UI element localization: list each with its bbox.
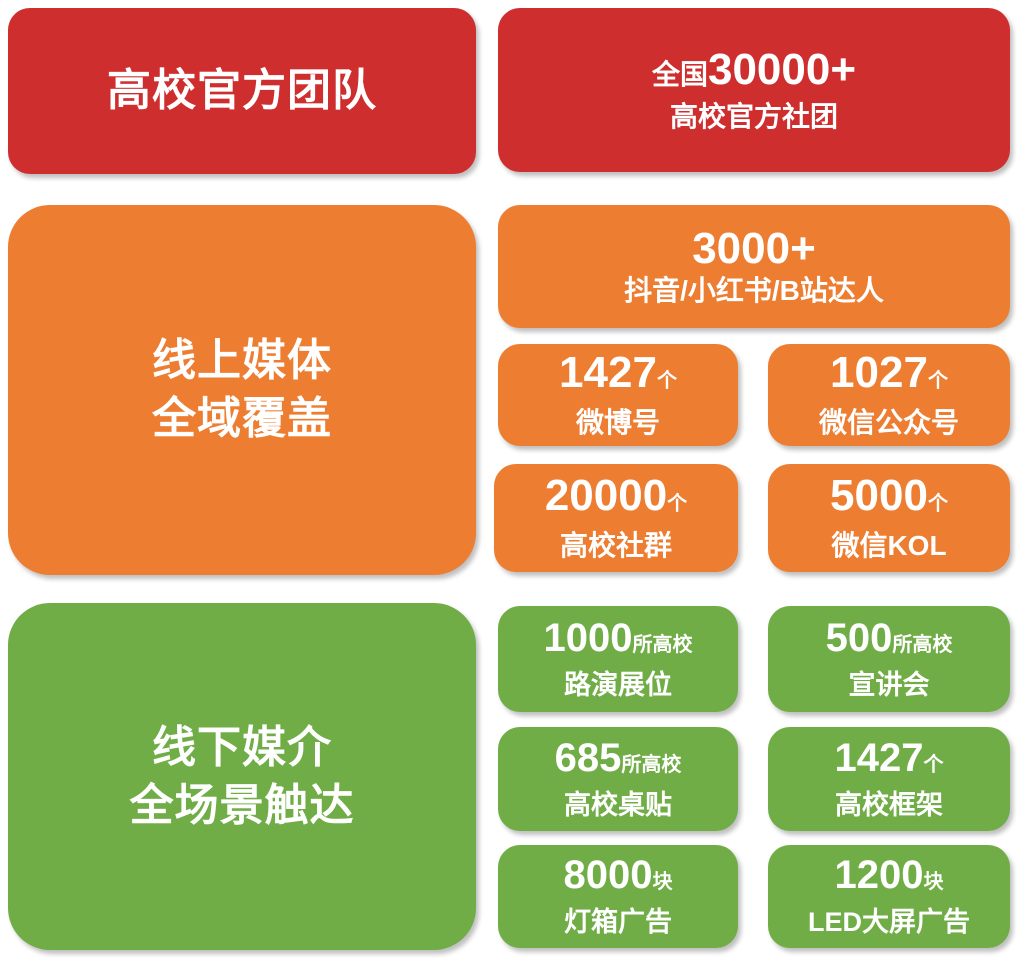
offline-stat-box: 685所高校 高校桌贴 [498,727,738,831]
offline-stat-value-line: 8000块 [564,853,673,904]
online-stat-value-line: 20000个 [545,472,687,528]
offline-stat-value-line: 1000所高校 [544,616,693,667]
offline-stat-label: 宣讲会 [848,669,930,700]
online-stat-unit: 个 [927,493,948,515]
offline-stat-value: 1427 [834,735,924,780]
online-stat-unit: 个 [927,370,948,392]
offline-title-line2: 全场景触达 [129,780,355,830]
online-stat-label: 微信KOL [831,530,947,561]
online-stat-box: 20000个 高校社群 [494,464,738,572]
online-title-line2: 全域覆盖 [152,394,332,443]
offline-stat-unit: 所高校 [632,633,693,656]
offline-stat-unit: 块 [652,871,673,893]
offline-stat-value: 500 [825,615,893,660]
offline-stat-label: 路演展位 [564,669,672,700]
online-stat-value: 5000 [830,471,928,520]
offline-stat-value-line: 500所高校 [826,616,953,667]
offline-stat-box: 1200块 LED大屏广告 [768,845,1010,948]
offline-stat-value-line: 1427个 [835,736,944,787]
online-stat-box: 1027个 微信公众号 [768,344,1010,446]
online-stat-box: 3000+ 抖音/小红书/B站达人 [498,205,1010,328]
offline-stat-label: 高校框架 [835,789,943,820]
team-title-box: 高校官方团队 [8,8,476,174]
offline-stat-box: 1427个 高校框架 [768,727,1010,831]
offline-stat-unit: 所高校 [892,633,953,656]
offline-stat-label: 高校桌贴 [564,789,672,820]
online-stat-label: 微信公众号 [818,407,959,438]
online-stat-label: 微博号 [575,407,660,438]
online-stat-label: 高校社群 [559,530,672,561]
team-stat-label: 高校官方社团 [669,100,838,132]
online-stat-label: 抖音/小红书/B站达人 [624,274,884,306]
team-stat-prefix: 全国 [651,58,708,90]
online-stat-unit: 个 [656,370,677,392]
online-stat-value: 3000+ [692,223,816,273]
offline-stat-unit: 个 [923,753,944,776]
team-stat-value: 30000+ [707,44,857,94]
offline-stat-value: 685 [554,735,622,780]
offline-stat-box: 1000所高校 路演展位 [498,606,738,712]
offline-stat-value: 1000 [543,615,633,660]
offline-stat-unit: 所高校 [621,753,682,776]
online-stat-value-line: 1427个 [559,349,677,405]
online-stat-value-line: 5000个 [830,472,948,528]
offline-stat-value: 8000 [563,853,653,897]
online-stat-value: 20000 [544,471,668,520]
online-stat-box: 1427个 微博号 [498,344,738,446]
online-title-line1: 线上媒体 [152,336,332,385]
offline-stat-value-line: 1200块 [835,853,944,904]
offline-title-line1: 线下媒介 [152,722,332,772]
online-stat-value-line: 1027个 [830,349,948,405]
offline-stat-label: LED大屏广告 [808,907,970,937]
team-stat-box: 全国30000+ 高校官方社团 [498,8,1010,172]
offline-stat-value: 1200 [834,853,924,897]
offline-stat-unit: 块 [923,871,944,893]
online-stat-box: 5000个 微信KOL [768,464,1010,572]
offline-stat-box: 8000块 灯箱广告 [498,845,738,948]
offline-stat-value-line: 685所高校 [555,736,682,787]
online-title-box: 线上媒体 全域覆盖 [8,205,476,575]
offline-stat-label: 灯箱广告 [564,907,672,937]
offline-title-box: 线下媒介 全场景触达 [8,603,476,950]
online-stat-unit: 个 [667,493,688,515]
online-stat-value: 1427 [559,348,657,397]
offline-stat-box: 500所高校 宣讲会 [768,606,1010,712]
online-stat-value: 1027 [830,348,928,397]
team-stat-value-line: 全国30000+ [651,44,857,99]
team-title: 高校官方团队 [107,66,377,115]
